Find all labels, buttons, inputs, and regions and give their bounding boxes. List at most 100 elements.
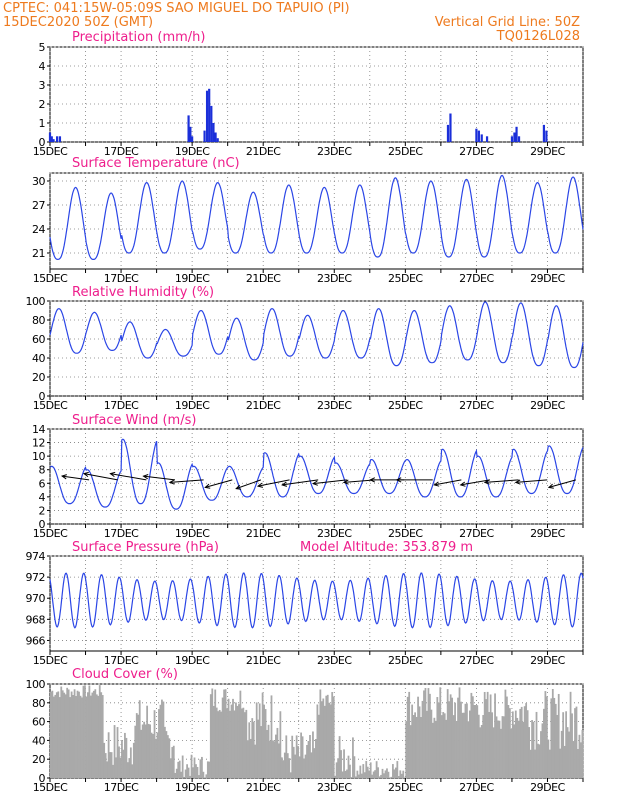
cloud-bar [177, 761, 180, 778]
y-tick-label: 20 [32, 753, 45, 766]
cloud-bar [492, 727, 495, 778]
x-tick-label: 19DEC [175, 145, 210, 158]
wind-vector-arrowhead [483, 479, 490, 485]
cloud-bar [297, 746, 300, 778]
cloud-bar [541, 723, 544, 778]
precip-bar [210, 105, 213, 142]
cloud-bar [511, 711, 514, 778]
cloud-bar [198, 775, 200, 778]
cloud-bar [55, 692, 58, 778]
cloud-bar [550, 698, 553, 778]
cloud-bar [57, 691, 60, 778]
y-tick-label: 30 [32, 175, 45, 188]
cloud-bar [249, 738, 252, 778]
x-tick-label: 29DEC [530, 654, 565, 667]
y-tick-label: 100 [26, 678, 46, 691]
cloud-bar [229, 710, 231, 778]
model-altitude-annotation: Model Altitude: 353.879 m [300, 540, 473, 555]
cloud-bar [81, 697, 83, 778]
x-tick-label: 21DEC [246, 399, 281, 412]
precip-bar [214, 132, 217, 142]
y-tick-label: 970 [26, 592, 46, 605]
x-tick-label: 15DEC [33, 527, 68, 540]
cloud-bar [430, 709, 433, 778]
cloud-bar [164, 726, 166, 778]
cloud-bar [538, 744, 541, 778]
cloud-bar [565, 711, 568, 778]
cloud-bar [418, 706, 421, 778]
cloud-bar [442, 712, 445, 778]
cloud-bar [349, 764, 351, 778]
cloud-bar [421, 700, 424, 778]
cloud-bar [574, 708, 576, 778]
cloud-bar [350, 777, 353, 778]
cloud-bar [420, 717, 422, 778]
cloud-bar [494, 693, 496, 778]
x-tick-label: 23DEC [317, 272, 352, 285]
cloud-bar [451, 697, 454, 778]
cloud-bar [72, 695, 74, 778]
wind-vector-arrowhead [311, 480, 318, 486]
cloud-bar [365, 760, 368, 778]
header-model-id: TQ0126L028 [496, 29, 580, 44]
y-tick-label: 40 [32, 734, 45, 747]
cloud-bar [235, 702, 237, 778]
cloud-bar [381, 768, 384, 778]
cloud-bar [255, 702, 258, 778]
x-tick-label: 27DEC [459, 654, 494, 667]
cloud-bar [224, 689, 227, 778]
panel-title-pressure: Surface Pressure (hPa) [72, 540, 219, 555]
precip-bar [189, 126, 192, 142]
cloud-bar [510, 728, 513, 778]
cloud-bar [270, 695, 273, 778]
cloud-bar [110, 752, 113, 778]
cloud-bar [424, 687, 427, 778]
x-tick-label: 19DEC [175, 399, 210, 412]
y-tick-label: 1 [39, 117, 46, 130]
cloud-bar [362, 764, 365, 778]
cloud-bar [141, 724, 144, 778]
precip-bar [513, 132, 516, 142]
cloud-bar [513, 724, 516, 778]
header-run-date: 15DEC2020 50Z (GMT) [3, 15, 153, 30]
cloud-bar [310, 752, 313, 778]
wind-vector-arrowhead [547, 483, 554, 489]
x-tick-label: 17DEC [104, 272, 139, 285]
x-tick-label: 17DEC [104, 145, 139, 158]
cloud-bar [411, 704, 414, 778]
y-tick-label: 60 [32, 716, 45, 729]
cloud-bar [226, 708, 228, 778]
cloud-bar [180, 771, 183, 778]
x-tick-label: 25DEC [388, 527, 423, 540]
x-tick-label: 21DEC [246, 527, 281, 540]
panel-title-humidity: Relative Humidity (%) [72, 285, 214, 300]
cloud-bar [464, 703, 467, 778]
wind-vector-arrowhead [514, 479, 521, 485]
cloud-bar [245, 709, 248, 778]
cloud-bar [220, 711, 223, 778]
cloud-bar [187, 767, 190, 778]
wind-vector [83, 473, 118, 481]
wind-vector-arrowhead [109, 471, 116, 478]
x-tick-label: 25DEC [388, 654, 423, 667]
cloud-bar [109, 752, 112, 778]
x-tick-label: 23DEC [317, 145, 352, 158]
cloud-bar [144, 724, 147, 778]
x-tick-label: 25DEC [388, 272, 423, 285]
cloud-bar [124, 732, 126, 778]
cloud-bar [50, 691, 52, 778]
cloud-bar [554, 703, 557, 778]
wind-vector [515, 479, 548, 483]
cloud-bar [431, 722, 434, 778]
cloud-bar [498, 720, 501, 778]
cloud-bar [483, 691, 486, 778]
wind-vector [484, 479, 519, 483]
y-tick-label: 0 [39, 772, 46, 785]
precip-bar [212, 123, 215, 142]
cloud-bar [433, 717, 436, 778]
cloud-bar [223, 689, 226, 778]
precip-bar [485, 136, 489, 142]
cloud-bar [51, 690, 54, 778]
cloud-bar [135, 713, 138, 778]
